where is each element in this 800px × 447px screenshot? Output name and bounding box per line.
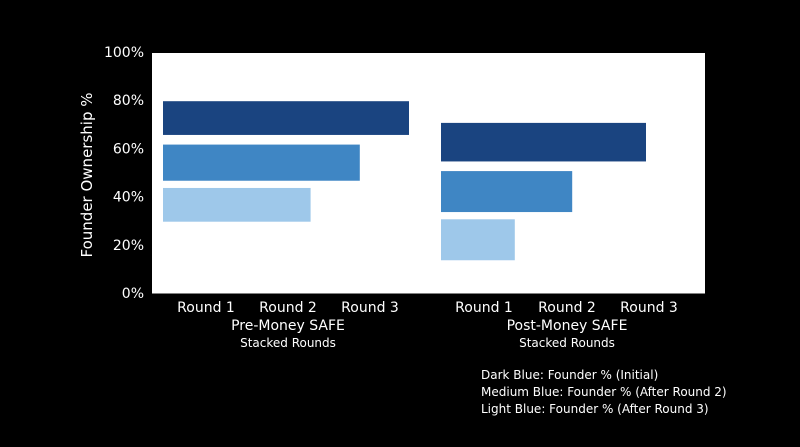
y-tick-label: 100% bbox=[104, 45, 144, 61]
bar-pre-dark bbox=[163, 101, 409, 135]
bar-post-dark bbox=[441, 122, 646, 162]
x-tick-label: Round 1 bbox=[177, 300, 235, 316]
y-tick-label: 20% bbox=[113, 238, 144, 254]
y-axis-label: Founder Ownership % bbox=[78, 93, 96, 258]
bar-post-medium bbox=[441, 171, 573, 213]
legend-entry-dark: Dark Blue: Founder % (Initial) bbox=[481, 368, 658, 382]
x-tick-label: Round 2 bbox=[538, 300, 596, 316]
x-tick-label: Round 1 bbox=[455, 300, 513, 316]
legend: Dark Blue: Founder % (Initial) Medium Bl… bbox=[481, 368, 727, 416]
x-tick-label: Round 3 bbox=[341, 300, 399, 316]
x-tick-label: Round 3 bbox=[620, 300, 678, 316]
legend-entry-light: Light Blue: Founder % (After Round 3) bbox=[481, 402, 709, 416]
y-tick-label: 40% bbox=[113, 190, 144, 206]
group-subtitle: Stacked Rounds bbox=[519, 336, 615, 350]
x-tick-label: Round 2 bbox=[259, 300, 317, 316]
y-tick-label: 0% bbox=[122, 286, 144, 302]
bar-pre-medium bbox=[163, 144, 360, 181]
group-subtitle: Stacked Rounds bbox=[240, 336, 336, 350]
bar-pre-light bbox=[163, 187, 311, 222]
y-tick-label: 80% bbox=[113, 93, 144, 109]
bar-post-light bbox=[441, 219, 515, 261]
group-title: Pre-Money SAFE bbox=[231, 318, 345, 334]
y-tick-label: 60% bbox=[113, 141, 144, 157]
legend-entry-medium: Medium Blue: Founder % (After Round 2) bbox=[481, 385, 727, 399]
group-title: Post-Money SAFE bbox=[507, 318, 628, 334]
